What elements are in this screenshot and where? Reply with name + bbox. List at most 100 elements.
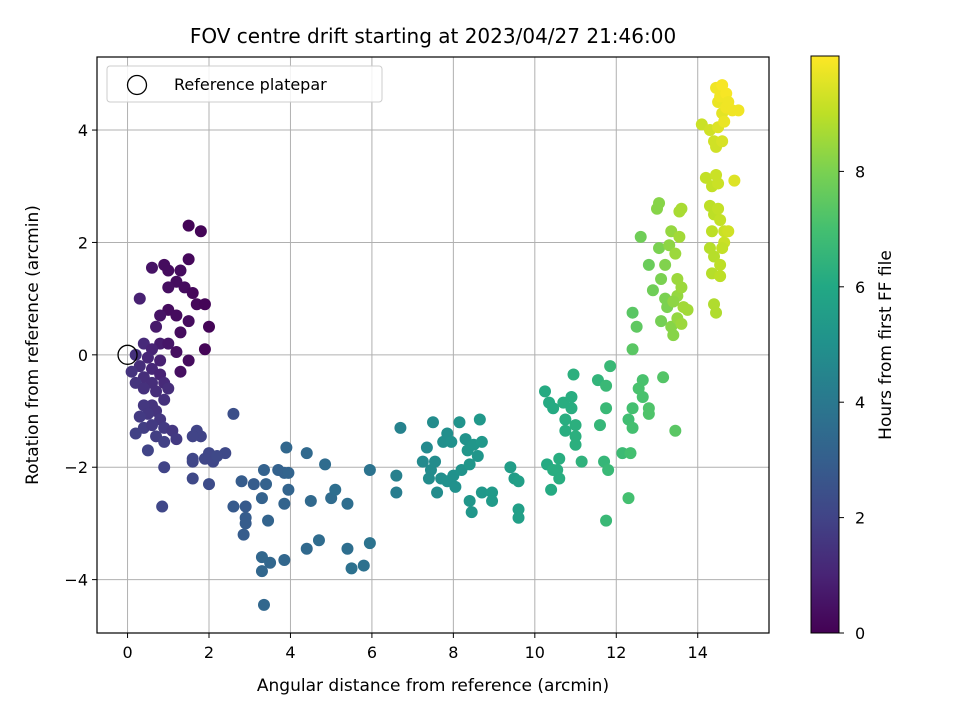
data-point: [712, 202, 725, 215]
data-point: [512, 511, 525, 524]
data-point: [141, 444, 154, 457]
data-point: [262, 514, 275, 527]
data-point: [341, 542, 354, 555]
data-point: [260, 478, 273, 491]
data-point: [429, 455, 442, 468]
data-point: [162, 337, 175, 350]
data-point: [162, 264, 175, 277]
data-point: [129, 427, 142, 440]
data-point: [699, 171, 712, 184]
x-axis-title: Angular distance from reference (arcmin): [257, 676, 609, 696]
data-point: [198, 343, 211, 356]
x-tick-label: 4: [285, 643, 295, 662]
data-point: [667, 295, 680, 308]
x-tick-label: 0: [122, 643, 132, 662]
data-point: [239, 517, 252, 530]
data-point: [416, 455, 429, 468]
data-point: [714, 270, 727, 283]
data-point: [247, 478, 260, 491]
data-point: [319, 458, 332, 471]
data-point: [227, 407, 240, 420]
y-tick-label: 4: [78, 121, 88, 140]
data-point: [174, 264, 187, 277]
data-point: [182, 253, 195, 266]
chart-title: FOV centre drift starting at 2023/04/27 …: [190, 24, 676, 48]
colorbar: 0 2 4 6 8 Hours from first FF file: [810, 55, 896, 643]
data-point: [634, 230, 647, 243]
data-point: [427, 416, 439, 429]
data-point: [716, 242, 729, 255]
y-tick-label: 2: [78, 233, 88, 252]
data-point: [642, 258, 655, 271]
legend-label-reference-platepar: Reference platepar: [174, 75, 327, 94]
data-point: [728, 174, 741, 187]
data-point: [203, 478, 215, 491]
data-point: [329, 483, 342, 496]
data-point: [158, 435, 171, 448]
x-tick-label: 8: [448, 643, 458, 662]
data-point: [673, 230, 686, 243]
data-point: [182, 315, 195, 328]
data-point: [394, 421, 407, 434]
data-point: [182, 219, 195, 232]
data-point: [312, 534, 325, 547]
data-point: [174, 365, 187, 378]
data-point: [593, 419, 606, 432]
data-point: [569, 430, 582, 443]
data-point: [465, 506, 478, 519]
data-point: [675, 202, 688, 215]
data-point: [604, 360, 617, 373]
data-point: [145, 419, 158, 432]
data-point: [663, 239, 676, 252]
data-point: [257, 598, 270, 611]
x-axis-ticks: 0 2 4 6 8 10 12 14: [122, 633, 708, 662]
data-points: [125, 79, 745, 611]
x-tick-label: 2: [204, 643, 214, 662]
data-point: [431, 486, 444, 499]
data-point: [657, 371, 670, 384]
data-point: [278, 497, 291, 510]
colorbar-gradient: [810, 55, 840, 634]
data-point: [345, 562, 358, 575]
data-point: [453, 416, 466, 429]
data-point: [420, 441, 433, 454]
colorbar-tick-label: 2: [855, 509, 865, 528]
y-tick-label: −2: [64, 458, 88, 477]
y-axis-title: Rotation from reference (arcmin): [23, 205, 43, 485]
data-point: [156, 500, 169, 513]
data-point: [712, 177, 725, 190]
data-point: [198, 298, 211, 311]
data-point: [669, 424, 682, 437]
data-point: [575, 455, 588, 468]
data-point: [559, 424, 572, 437]
y-axis-ticks: −4 −2 0 2 4: [64, 121, 97, 590]
data-point: [300, 542, 313, 555]
data-point: [158, 393, 171, 406]
data-point: [626, 421, 639, 434]
data-point: [170, 346, 183, 359]
data-point: [732, 104, 745, 117]
data-point: [150, 385, 163, 398]
data-point: [624, 447, 637, 460]
data-point: [186, 455, 199, 468]
x-tick-label: 14: [688, 643, 708, 662]
data-point: [565, 402, 578, 415]
colorbar-ticks: 0 2 4 6 8: [839, 162, 865, 643]
data-point: [642, 407, 655, 420]
colorbar-label: Hours from first FF file: [876, 250, 896, 440]
data-point: [716, 135, 729, 148]
data-point: [390, 469, 403, 482]
data-point: [504, 461, 517, 474]
data-point: [257, 464, 270, 477]
data-point: [158, 461, 171, 474]
data-point: [565, 390, 578, 403]
colorbar-tick-label: 0: [855, 624, 865, 643]
data-point: [186, 287, 199, 300]
reference-platepar-marker: [117, 344, 138, 365]
data-point: [282, 466, 295, 479]
data-point: [363, 537, 376, 550]
data-point: [255, 565, 268, 578]
data-point: [646, 284, 659, 297]
data-point: [255, 492, 268, 505]
x-tick-label: 6: [367, 643, 377, 662]
